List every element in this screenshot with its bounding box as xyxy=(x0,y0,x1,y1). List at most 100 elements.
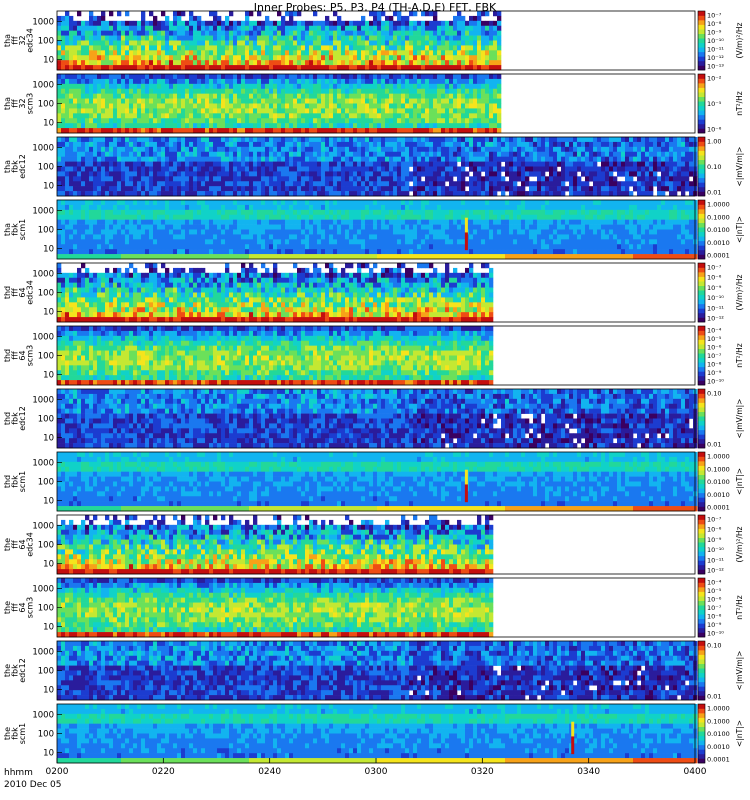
heatmap-cell xyxy=(577,137,582,143)
heatmap-cell xyxy=(97,60,102,66)
heatmap-cell xyxy=(489,108,494,114)
heatmap-cell xyxy=(265,137,270,143)
heatmap-cell xyxy=(349,55,354,61)
heatmap-cell xyxy=(245,93,250,99)
heatmap-cell xyxy=(189,113,194,119)
heatmap-cell xyxy=(469,166,474,172)
heatmap-cell xyxy=(273,128,278,134)
heatmap-cell xyxy=(273,93,278,99)
heatmap-cell xyxy=(421,98,426,104)
heatmap-cell xyxy=(125,214,130,220)
heatmap-cell xyxy=(469,191,474,197)
heatmap-cell xyxy=(369,20,374,27)
heatmap-cell xyxy=(229,146,234,153)
heatmap-cell xyxy=(117,137,122,143)
heatmap-cell xyxy=(401,83,406,90)
heatmap-cell xyxy=(637,191,642,197)
heatmap-cell xyxy=(513,176,518,182)
y-axis-label-line: tha xyxy=(3,34,12,47)
heatmap-cell xyxy=(281,176,286,182)
heatmap-cell xyxy=(81,74,86,80)
heatmap-cell xyxy=(125,88,130,94)
heatmap-cell xyxy=(613,137,618,143)
heatmap-cell xyxy=(213,128,218,134)
heatmap-cell xyxy=(309,103,314,109)
heatmap-cell xyxy=(277,93,282,99)
heatmap-cell xyxy=(293,20,298,27)
heatmap-cell xyxy=(213,60,218,66)
heatmap-cell xyxy=(153,239,158,245)
heatmap-cell xyxy=(325,20,330,27)
heatmap-cell xyxy=(81,244,86,250)
heatmap-cell xyxy=(253,161,258,167)
heatmap-cell xyxy=(269,103,274,109)
heatmap-cell xyxy=(157,50,162,56)
heatmap-cell xyxy=(337,25,342,31)
heatmap-cell xyxy=(429,156,434,162)
heatmap-cell xyxy=(121,65,126,71)
heatmap-cell xyxy=(161,108,166,114)
heatmap-cell xyxy=(117,214,122,220)
heatmap-cell xyxy=(273,50,278,56)
heatmap-cell xyxy=(493,83,498,90)
heatmap-cell xyxy=(437,65,442,71)
heatmap-cell xyxy=(177,244,182,250)
heatmap-cell xyxy=(261,20,266,27)
heatmap-cell xyxy=(493,118,498,124)
heatmap-cell xyxy=(101,249,106,255)
heatmap-cell xyxy=(145,234,150,240)
heatmap-cell xyxy=(549,156,554,162)
heatmap-cell xyxy=(201,93,206,99)
heatmap-cell xyxy=(333,98,338,104)
heatmap-cell xyxy=(201,166,206,172)
heatmap-cell xyxy=(389,35,394,41)
heatmap-cell xyxy=(193,108,198,114)
heatmap-cell xyxy=(429,181,434,187)
heatmap-cell xyxy=(677,161,682,167)
heatmap-cell xyxy=(181,103,186,109)
heatmap-cell xyxy=(125,113,130,119)
heatmap-cell xyxy=(257,78,262,85)
heatmap-cell xyxy=(429,78,434,85)
heatmap-cell xyxy=(441,98,446,104)
heatmap-cell xyxy=(333,83,338,90)
heatmap-cell xyxy=(325,25,330,31)
heatmap-cell xyxy=(61,40,66,46)
heatmap-cell xyxy=(349,151,354,157)
heatmap-cell xyxy=(113,118,118,124)
heatmap-cell xyxy=(341,45,346,51)
heatmap-cell xyxy=(173,83,178,90)
heatmap-cell xyxy=(81,103,86,109)
heatmap-cell xyxy=(89,40,94,46)
heatmap-cell xyxy=(177,35,182,41)
heatmap-cell xyxy=(197,156,202,162)
heatmap-cell xyxy=(405,74,410,80)
heatmap-cell xyxy=(485,171,490,177)
heatmap-cell xyxy=(69,118,74,124)
heatmap-cell xyxy=(297,55,302,61)
heatmap-cell xyxy=(345,171,350,177)
heatmap-cell xyxy=(341,191,346,197)
heatmap-cell xyxy=(473,113,478,119)
y-axis-label-line: fbk xyxy=(11,160,20,173)
heatmap-cell xyxy=(173,113,178,119)
heatmap-cell xyxy=(353,161,358,167)
heatmap-cell xyxy=(213,83,218,90)
heatmap-cell xyxy=(101,113,106,119)
heatmap-cell xyxy=(137,200,142,206)
heatmap-cell xyxy=(621,156,626,162)
heatmap-cell xyxy=(373,137,378,143)
heatmap-cell xyxy=(101,108,106,114)
heatmap-cell xyxy=(521,137,526,143)
heatmap-cell xyxy=(341,186,346,192)
heatmap-cell xyxy=(685,156,690,162)
heatmap-cell xyxy=(169,181,174,187)
heatmap-cell xyxy=(341,78,346,85)
heatmap-cell xyxy=(453,83,458,90)
heatmap-cell xyxy=(125,83,130,90)
heatmap-cell xyxy=(337,45,342,51)
heatmap-cell xyxy=(269,25,274,31)
heatmap-cell xyxy=(461,20,466,27)
heatmap-cell xyxy=(441,20,446,27)
heatmap-cell xyxy=(189,11,194,17)
